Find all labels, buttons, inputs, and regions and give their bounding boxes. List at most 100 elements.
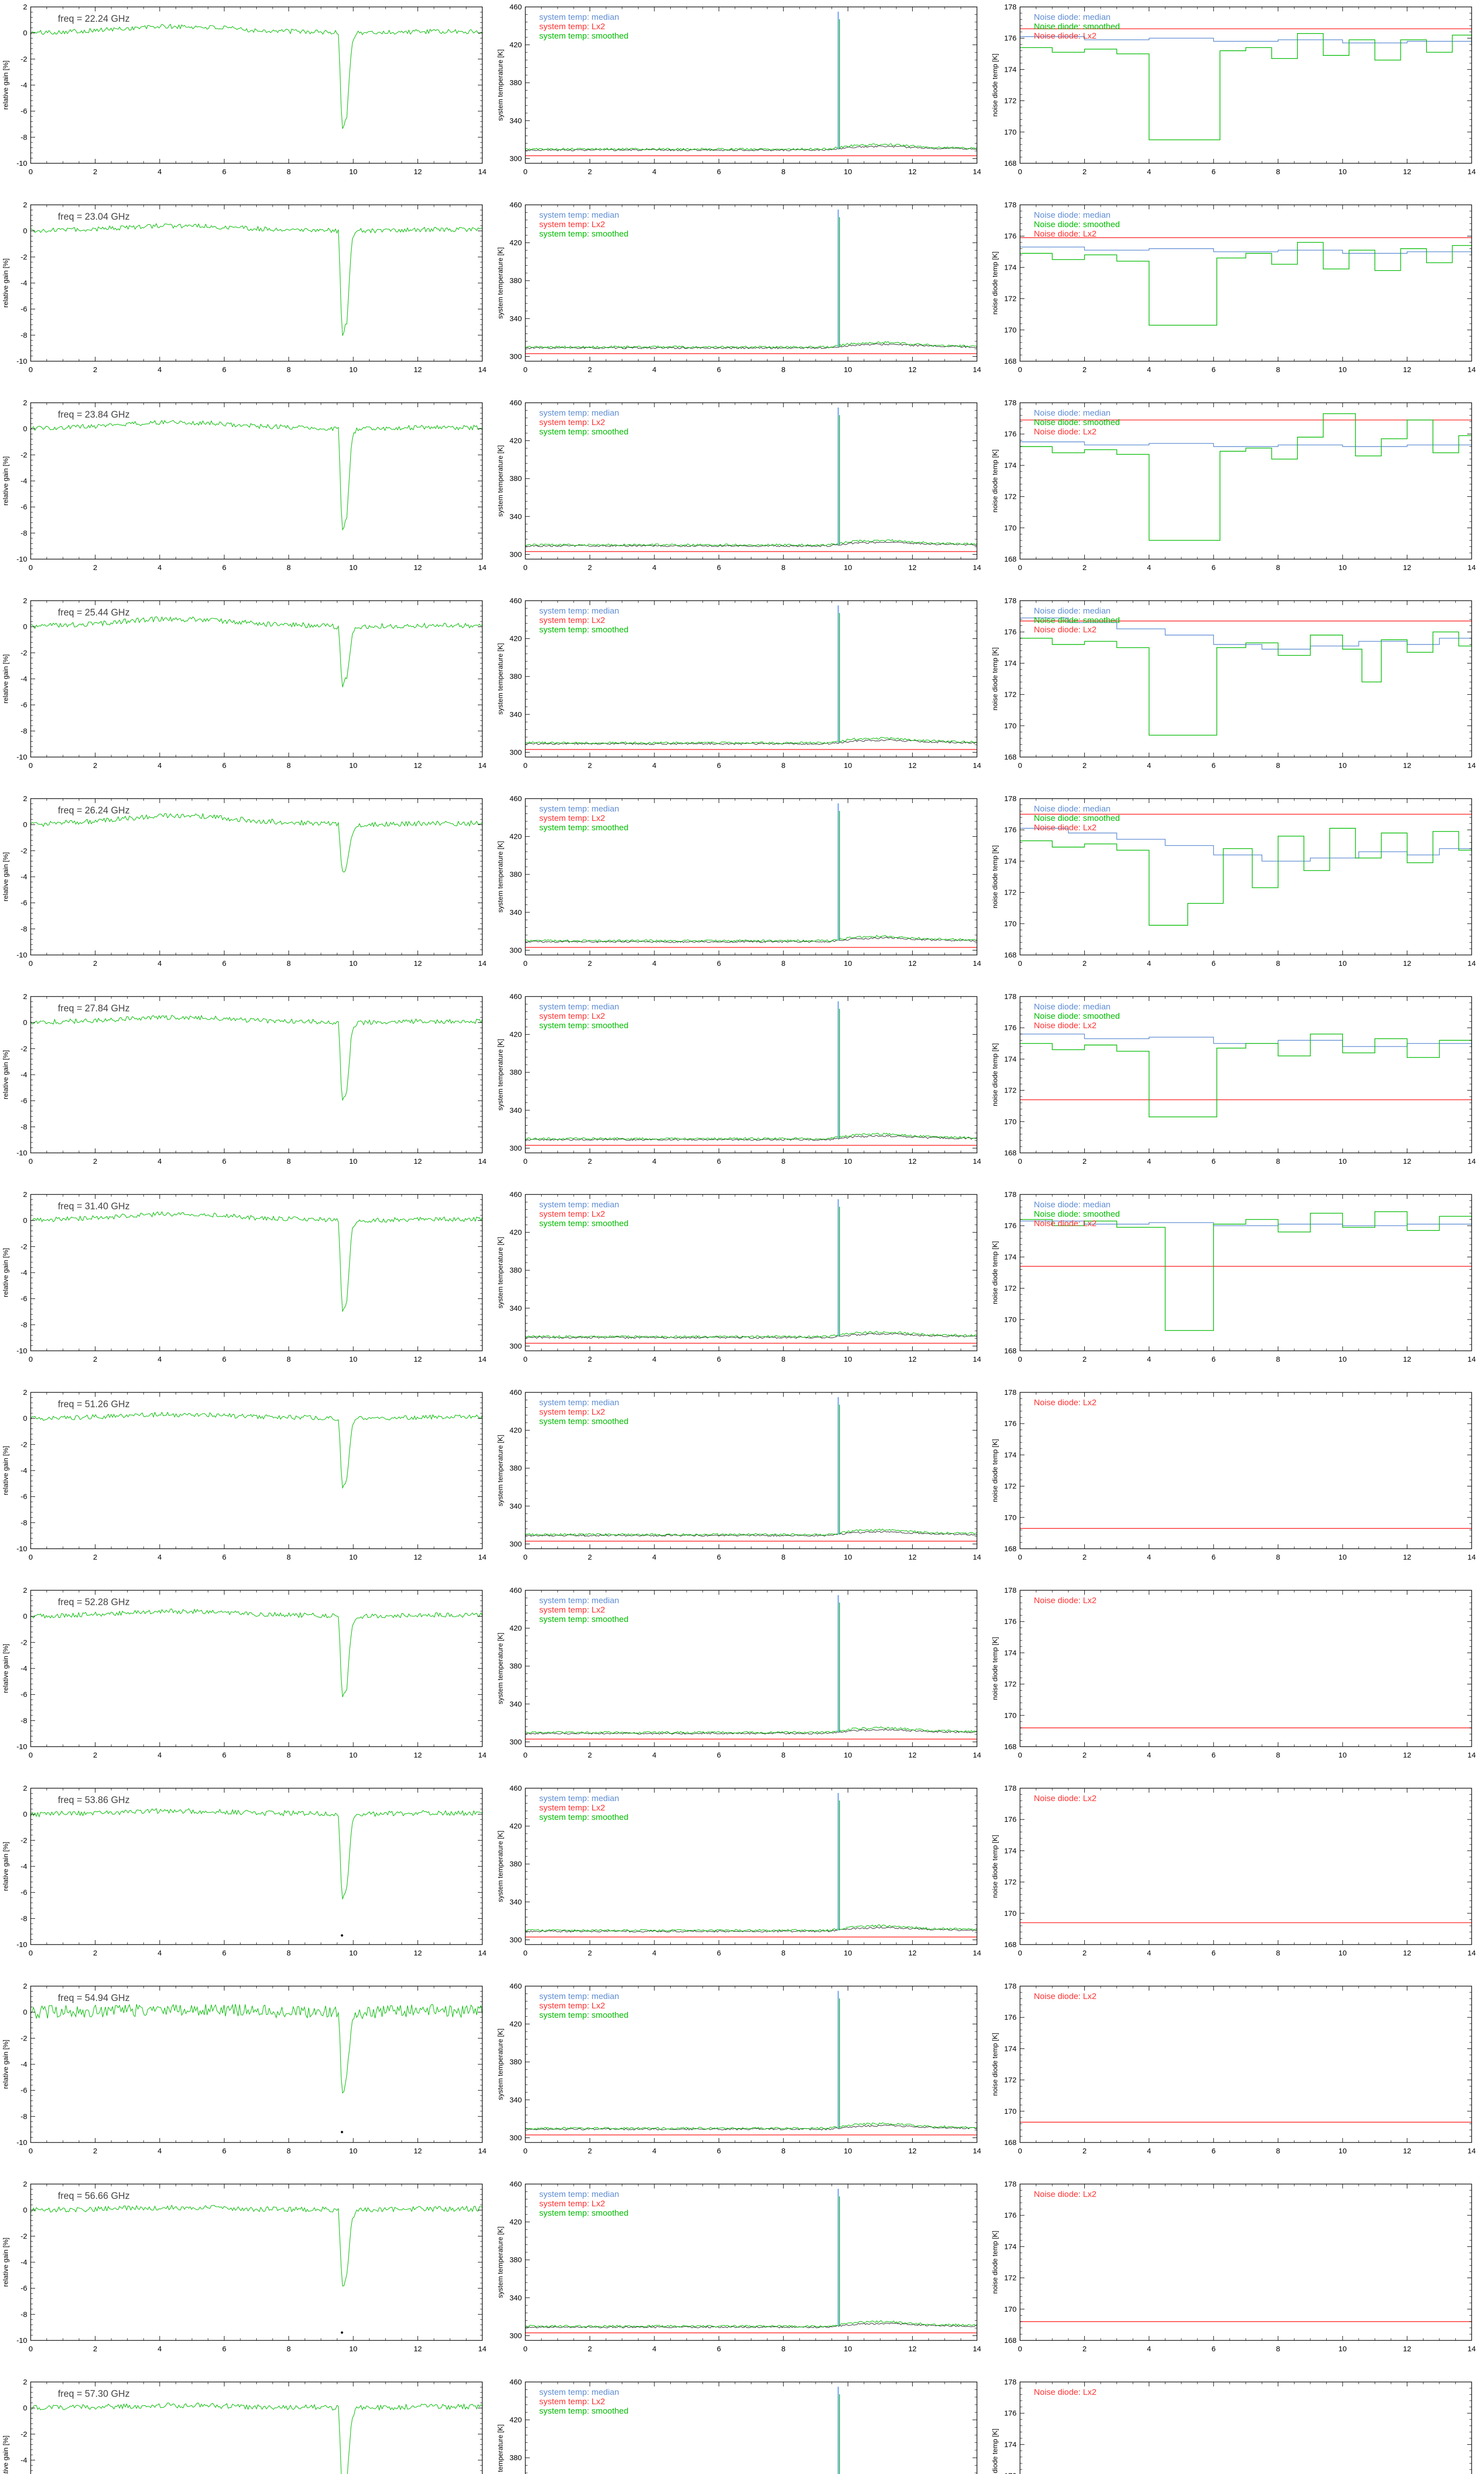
legend-item: Noise diode: Lx2 — [1034, 2387, 1097, 2397]
plot-area — [31, 420, 482, 531]
x-tick-label: 12 — [908, 1751, 917, 1760]
noisy-series — [525, 2124, 977, 2131]
y-axis-label: system temperature [K] — [496, 1039, 504, 1111]
x-tick-label: 8 — [782, 1157, 786, 1166]
x-tick-label: 4 — [1147, 1553, 1151, 1562]
x-tick-label: 8 — [287, 366, 291, 374]
x-tick-label: 0 — [523, 2147, 527, 2155]
plot-area — [31, 1609, 482, 1697]
y-axis-label: system temperature [K] — [496, 2029, 504, 2100]
x-tick-label: 2 — [1082, 1553, 1086, 1562]
y-tick-label: -8 — [21, 1321, 27, 1329]
y-axis-label: relative gain [%] — [1, 2435, 9, 2474]
plot-row-3: 0 2 4 6 8 10 12 14 -10 -8 -6 -4 -2 0 2 relative gain [%… — [0, 396, 1484, 594]
x-tick-label: 6 — [1211, 1751, 1215, 1760]
x-tick-label: 4 — [158, 959, 162, 968]
legend-item: system temp: smoothed — [539, 823, 628, 832]
x-tick-label: 8 — [1276, 168, 1280, 176]
plot-row-5: 0 2 4 6 8 10 12 14 -10 -8 -6 -4 -2 0 2 relative gain [%… — [0, 792, 1484, 990]
y-tick-label: 170 — [1004, 1118, 1017, 1126]
x-tick-label: 12 — [908, 2345, 917, 2353]
y-tick-label: 0 — [23, 1810, 27, 1819]
chart-row7-noise-diode: 0 2 4 6 8 10 12 14 168 170 172 174 176 178 noise diode… — [991, 1190, 1476, 1364]
plot-area — [1020, 237, 1472, 326]
x-tick-label: 2 — [588, 1553, 592, 1562]
legend-item: system temp: median — [539, 2387, 619, 2397]
y-tick-label: -6 — [21, 1889, 27, 1897]
x-tick-label: 10 — [844, 959, 852, 968]
y-tick-label: -6 — [21, 899, 27, 907]
freq-label: freq = 26.24 GHz — [58, 806, 130, 816]
y-tick-label: 300 — [510, 1936, 522, 1944]
x-tick-label: 14 — [1468, 1157, 1476, 1166]
x-tick-label: 8 — [1276, 761, 1280, 770]
chart-row7-rel-gain: 0 2 4 6 8 10 12 14 -10 -8 -6 -4 -2 0 2 relative gain [%… — [1, 1190, 486, 1364]
x-tick-label: 8 — [287, 564, 291, 572]
y-axis-label: system temperature [K] — [496, 1831, 504, 1903]
legend-item: Noise diode: Lx2 — [1034, 1021, 1097, 1030]
y-tick-label: 178 — [1004, 993, 1017, 1001]
y-axis-label: system temperature [K] — [496, 445, 504, 517]
y-tick-label: 174 — [1004, 857, 1017, 865]
y-tick-label: 174 — [1004, 263, 1017, 272]
legend-item: Noise diode: smoothed — [1034, 1209, 1120, 1219]
legend-item: system temp: smoothed — [539, 229, 628, 238]
plot-area — [525, 2189, 977, 2333]
chart-row11-noise-diode: 0 2 4 6 8 10 12 14 168 170 172 174 176 178 noise diode… — [991, 1982, 1476, 2155]
x-tick-label: 2 — [93, 1157, 97, 1166]
plot-row-12: 0 2 4 6 8 10 12 14 -10 -8 -6 -4 -2 0 2 relative gain [%… — [0, 2177, 1484, 2375]
x-tick-label: 14 — [478, 761, 487, 770]
x-tick-label: 14 — [973, 564, 981, 572]
x-tick-label: 8 — [287, 1751, 291, 1760]
step-series — [1020, 828, 1472, 926]
x-tick-label: 10 — [844, 2345, 852, 2353]
y-tick-label: -6 — [21, 2284, 27, 2293]
step-series — [1020, 828, 1472, 862]
x-tick-label: 12 — [1403, 2147, 1411, 2155]
plot-cell: 0 2 4 6 8 10 12 14 -10 -8 -6 -4 -2 0 2 relative gain [%… — [0, 1979, 495, 2177]
legend-item: Noise diode: Lx2 — [1034, 1596, 1097, 1605]
axes-box — [30, 2184, 483, 2341]
plot-area — [31, 2003, 482, 2134]
scatter-dot — [340, 1934, 343, 1937]
plot-cell: 0 2 4 6 8 10 12 14 -10 -8 -6 -4 -2 0 2 relative gain [%… — [0, 1188, 495, 1385]
x-tick-label: 14 — [973, 168, 981, 176]
x-tick-label: 4 — [1147, 1949, 1151, 1957]
freq-label: freq = 57.30 GHz — [58, 2389, 130, 2399]
freq-label: freq = 23.84 GHz — [58, 410, 130, 420]
y-tick-label: 2 — [23, 597, 27, 605]
x-tick-label: 0 — [1018, 1949, 1022, 1957]
x-tick-label: 12 — [1403, 1949, 1411, 1957]
noisy-series — [31, 2204, 482, 2286]
y-tick-label: 168 — [1004, 2139, 1017, 2147]
x-tick-label: 6 — [1211, 366, 1215, 374]
y-tick-label: 170 — [1004, 1514, 1017, 1522]
noisy-series — [31, 1808, 482, 1900]
x-tick-label: 12 — [414, 1751, 422, 1760]
x-tick-label: 2 — [1082, 1355, 1086, 1364]
x-tick-label: 12 — [1403, 1157, 1411, 1166]
x-tick-label: 14 — [1468, 1355, 1476, 1364]
x-tick-label: 6 — [222, 2147, 226, 2155]
plot-area — [525, 1793, 977, 1938]
x-tick-label: 8 — [782, 1751, 786, 1760]
x-tick-label: 0 — [29, 761, 33, 770]
legend-item: system temp: smoothed — [539, 2208, 628, 2218]
x-tick-label: 0 — [523, 1553, 527, 1562]
plot-cell: 0 2 4 6 8 10 12 14 168 170 172 174 176 178 noise diode… — [989, 1188, 1484, 1385]
freq-label: freq = 52.28 GHz — [58, 1597, 130, 1608]
x-tick-label: 4 — [1147, 564, 1151, 572]
plot-cell: 0 2 4 6 8 10 12 14 168 170 172 174 176 178 noise diode… — [989, 1781, 1484, 1979]
y-tick-label: -6 — [21, 305, 27, 314]
plot-cell: 0 2 4 6 8 10 12 14 300 340 380 420 460 system tempera… — [495, 2177, 989, 2375]
x-tick-label: 8 — [1276, 366, 1280, 374]
axes-box — [30, 1986, 483, 2143]
chart-row3-system-temp: 0 2 4 6 8 10 12 14 300 340 380 420 460 system tempera… — [496, 399, 981, 572]
x-tick-label: 8 — [287, 959, 291, 968]
x-tick-label: 6 — [222, 1949, 226, 1957]
noisy-series — [31, 1411, 482, 1489]
plot-area — [837, 2386, 840, 2474]
plot-cell: 0 2 4 6 8 10 12 14 168 170 172 174 176 178 noise diode… — [989, 198, 1484, 396]
y-tick-label: 172 — [1004, 2274, 1017, 2283]
y-tick-label: -2 — [21, 451, 27, 459]
